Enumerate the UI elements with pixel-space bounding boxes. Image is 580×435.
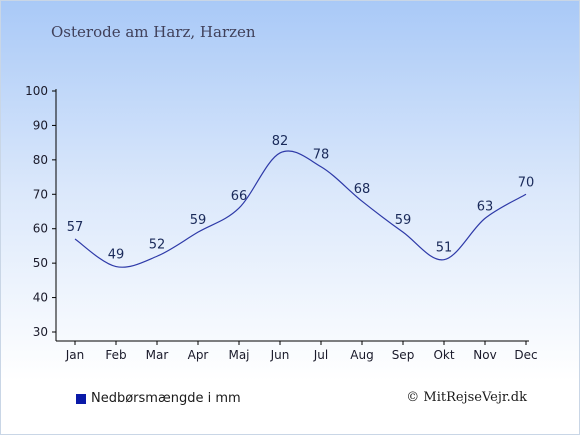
legend-marker bbox=[76, 393, 86, 404]
x-tick-label: Jul bbox=[313, 348, 328, 362]
data-label: 66 bbox=[231, 189, 248, 204]
data-label: 59 bbox=[190, 213, 207, 228]
x-tick-label: Aug bbox=[350, 348, 373, 362]
data-label: 70 bbox=[518, 175, 535, 190]
data-label: 59 bbox=[395, 213, 412, 228]
data-label: 49 bbox=[108, 248, 125, 263]
y-tick-label: 80 bbox=[33, 153, 48, 167]
x-tick-label: Okt bbox=[433, 348, 454, 362]
x-tick-label: Jun bbox=[270, 348, 290, 362]
series-line bbox=[74, 150, 527, 268]
x-tick-label: Feb bbox=[105, 348, 126, 362]
x-tick-label: Nov bbox=[473, 348, 496, 362]
data-label: 51 bbox=[436, 241, 453, 256]
x-tick-label: Sep bbox=[392, 348, 415, 362]
y-tick-label: 70 bbox=[33, 187, 48, 201]
data-label: 68 bbox=[354, 182, 371, 197]
legend: Nedbørsmængde i mm bbox=[76, 391, 241, 406]
x-tick-label: Mar bbox=[146, 348, 169, 362]
data-label: 57 bbox=[67, 220, 84, 235]
data-label: 52 bbox=[149, 237, 166, 252]
x-tick-label: Jan bbox=[65, 348, 85, 362]
copyright-text: © MitRejseVejr.dk bbox=[406, 390, 527, 405]
data-label: 63 bbox=[477, 199, 494, 214]
legend-label: Nedbørsmængde i mm bbox=[91, 391, 241, 406]
x-tick-label: Maj bbox=[228, 348, 249, 362]
y-tick-label: 90 bbox=[33, 118, 48, 132]
x-tick-label: Dec bbox=[514, 348, 537, 362]
x-tick-label: Apr bbox=[188, 348, 209, 362]
y-tick-label: 50 bbox=[33, 256, 48, 270]
y-tick-label: 100 bbox=[25, 84, 48, 98]
y-tick-label: 40 bbox=[33, 291, 48, 305]
chart-title: Osterode am Harz, Harzen bbox=[51, 23, 256, 41]
data-label: 82 bbox=[272, 134, 289, 149]
data-label: 78 bbox=[313, 148, 330, 163]
y-tick-label: 60 bbox=[33, 222, 48, 236]
y-tick-label: 30 bbox=[33, 325, 48, 339]
